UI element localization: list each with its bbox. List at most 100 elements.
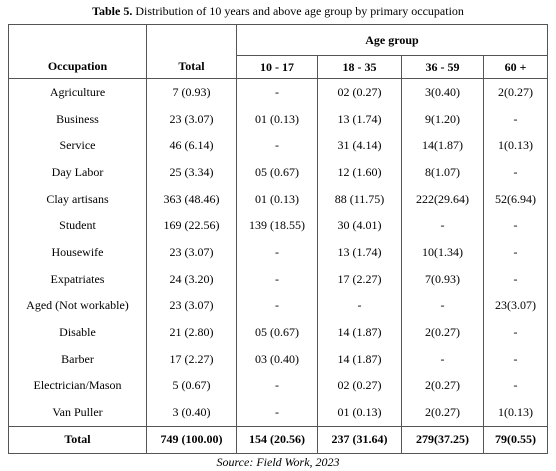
table-cell: 21 (2.80) <box>146 319 237 346</box>
table: Occupation Total Age group 10 - 17 18 - … <box>8 24 548 454</box>
total-row: Total 749 (100.00) 154 (20.56) 237 (31.64) 2… <box>8 425 548 454</box>
table-row: Student 169 (22.56) 139 (18.55) 30 (4.01) - - <box>8 212 548 240</box>
table-cell: Student <box>8 212 147 240</box>
table-cell: 7 (0.93) <box>146 78 237 106</box>
table-row: Clay artisans 363 (48.46) 01 (0.13) 88 (11.… <box>8 185 548 213</box>
caption-text: Distribution of 10 years and above age g… <box>135 4 464 18</box>
table-cell: - <box>483 372 548 400</box>
source: Source: Field Work, 2023 <box>216 455 340 469</box>
table-row: Aged (Not workable) 23 (3.07) - - -23(3.07) <box>8 292 548 320</box>
table-cell: - <box>236 78 318 106</box>
table-cell: 9(1.20) <box>401 105 484 133</box>
table-cell: Day Labor <box>8 159 147 186</box>
table-cell: - <box>236 239 318 266</box>
table-cell: 79(0.55) <box>483 425 548 454</box>
table-cell: - <box>483 239 548 266</box>
table-cell: - <box>483 105 548 133</box>
table-cell: - <box>236 292 318 320</box>
table-cell: - <box>236 265 318 293</box>
table-body: Agriculture 7 (0.93) -02 (0.27) 3(0.40) 2(0.… <box>8 78 548 454</box>
column-header: 10 - 17 <box>236 55 318 79</box>
table-cell: 17 (2.27) <box>146 345 237 373</box>
table-cell: 46 (6.14) <box>146 132 237 160</box>
table-row: Disable 21 (2.80) 05 (0.67) 14 (1.87) 2(0.27… <box>8 319 548 346</box>
column-header: 36 - 59 <box>401 55 484 79</box>
table-cell: 52(6.94) <box>483 185 548 213</box>
column-header: Total <box>146 24 237 79</box>
table-cell: 3(0.40) <box>401 78 484 106</box>
table-cell: - <box>236 372 318 400</box>
table-row: Agriculture 7 (0.93) -02 (0.27) 3(0.40) 2(0.… <box>8 78 548 106</box>
table-row: Service 46 (6.14) -31 (4.14) 14(1.87) 1(0.13… <box>8 132 548 160</box>
table-cell: 2(0.27) <box>401 372 484 400</box>
table-cell: 12 (1.60) <box>317 159 402 186</box>
table-cell: 02 (0.27) <box>317 372 402 400</box>
table-cell: 88 (11.75) <box>317 185 402 213</box>
table-cell: 25 (3.34) <box>146 159 237 186</box>
table-cell: 05 (0.67) <box>236 159 318 186</box>
table-cell: 5 (0.67) <box>146 372 237 400</box>
table-row: Electrician/Mason 5 (0.67) -02 (0.27) 2(0.2… <box>8 372 548 400</box>
table-cell: 17 (2.27) <box>317 265 402 293</box>
table-cell: 14(1.87) <box>401 132 484 160</box>
table-cell: 23 (3.07) <box>146 105 237 133</box>
table-cell: - <box>401 292 484 320</box>
table-cell: Electrician/Mason <box>8 372 147 400</box>
table-cell: Clay artisans <box>8 185 147 213</box>
table-cell: 169 (22.56) <box>146 212 237 240</box>
table-cell: - <box>236 399 318 427</box>
table-cell: Van Puller <box>8 399 147 427</box>
table-row: Van Puller 3 (0.40) -01 (0.13) 2(0.27) 1(0.1… <box>8 399 548 427</box>
column-header: 60 + <box>483 55 548 79</box>
table-cell: 2(0.27) <box>401 319 484 346</box>
table-cell: - <box>401 345 484 373</box>
table-cell: 3 (0.40) <box>146 399 237 427</box>
table-row: Barber 17 (2.27) 03 (0.40) 14 (1.87) - - <box>8 345 548 373</box>
table-cell: 23(3.07) <box>483 292 548 320</box>
table-cell: - <box>483 159 548 186</box>
table-row: Business 23 (3.07) 01 (0.13) 13 (1.74) 9(1.2… <box>8 105 548 133</box>
table-cell: 749 (100.00) <box>146 425 237 454</box>
column-header: 18 - 35 <box>317 55 402 79</box>
table-cell: - <box>483 319 548 346</box>
table-row: Housewife 23 (3.07) -13 (1.74) 10(1.34) - <box>8 239 548 266</box>
caption: Table 5. Distribution of 10 years and ab… <box>0 4 556 19</box>
table-cell: 139 (18.55) <box>236 212 318 240</box>
group-header: Age group <box>236 24 548 56</box>
table-cell: 24 (3.20) <box>146 265 237 293</box>
table-cell: 2(0.27) <box>483 78 548 106</box>
table-cell: 237 (31.64) <box>317 425 402 454</box>
table-cell: Aged (Not workable) <box>8 292 147 320</box>
table-row: Expatriates 24 (3.20) -17 (2.27) 7(0.93) - <box>8 265 548 293</box>
table-cell: - <box>317 292 402 320</box>
table-cell: 10(1.34) <box>401 239 484 266</box>
caption-label: Table 5. <box>92 4 133 18</box>
table-cell: 363 (48.46) <box>146 185 237 213</box>
table-cell: 1(0.13) <box>483 132 548 160</box>
table-cell: 01 (0.13) <box>317 399 402 427</box>
table-cell: 279(37.25) <box>401 425 484 454</box>
table-cell: 23 (3.07) <box>146 239 237 266</box>
table-cell: - <box>236 132 318 160</box>
table-cell: 01 (0.13) <box>236 105 318 133</box>
table-row: Day Labor 25 (3.34) 05 (0.67) 12 (1.60) 8(1.… <box>8 159 548 186</box>
table-cell: 03 (0.40) <box>236 345 318 373</box>
table-cell: 14 (1.87) <box>317 319 402 346</box>
table-cell: 154 (20.56) <box>236 425 318 454</box>
table-cell: Business <box>8 105 147 133</box>
table-cell: Service <box>8 132 147 160</box>
table-cell: Barber <box>8 345 147 373</box>
table-cell: 14 (1.87) <box>317 345 402 373</box>
table-cell: Disable <box>8 319 147 346</box>
table-cell: - <box>483 212 548 240</box>
table-cell: Total <box>8 425 147 454</box>
table-cell: 13 (1.74) <box>317 105 402 133</box>
table-cell: 222(29.64) <box>401 185 484 213</box>
table-cell: Agriculture <box>8 78 147 106</box>
table-cell: 02 (0.27) <box>317 78 402 106</box>
table-cell: 30 (4.01) <box>317 212 402 240</box>
table-cell: - <box>483 345 548 373</box>
table-cell: - <box>483 265 548 293</box>
table-cell: 05 (0.67) <box>236 319 318 346</box>
